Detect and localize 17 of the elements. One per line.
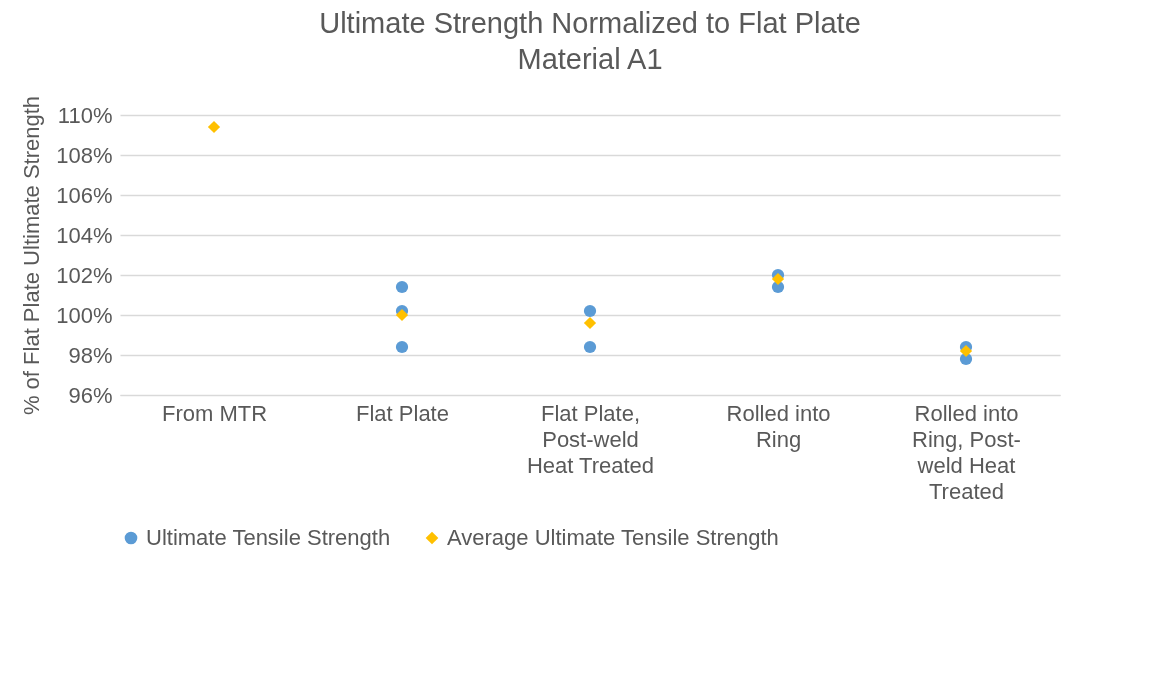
y-tick-label: 102% xyxy=(56,262,113,288)
legend-label: Ultimate Tensile Strength xyxy=(146,525,391,550)
y-tick-label: 110% xyxy=(57,102,113,128)
y-axis-title: % of Flat Plate Ultimate Strength xyxy=(19,95,45,416)
y-tick-label: 108% xyxy=(56,142,113,168)
x-tick-label: Flat Plate, Post-weld Heat Treated xyxy=(526,400,655,478)
x-tick-label: Rolled into Ring, Post-weld Heat Treated xyxy=(912,400,1021,504)
y-tick-label: 100% xyxy=(56,302,113,328)
y-tick-label: 98% xyxy=(68,342,113,368)
x-tick-label: Rolled into Ring xyxy=(726,400,831,452)
y-tick-label: 96% xyxy=(68,382,113,408)
y-tick-label: 104% xyxy=(56,222,113,248)
x-tick-label: From MTR xyxy=(161,400,268,426)
chart-title: Ultimate Strength Normalized to Flat Plate Material A1 xyxy=(319,7,861,76)
legend-label: Average Ultimate Tensile Strength xyxy=(447,525,779,550)
y-tick-label: 106% xyxy=(56,182,113,208)
x-tick-label: Flat Plate xyxy=(356,400,449,426)
